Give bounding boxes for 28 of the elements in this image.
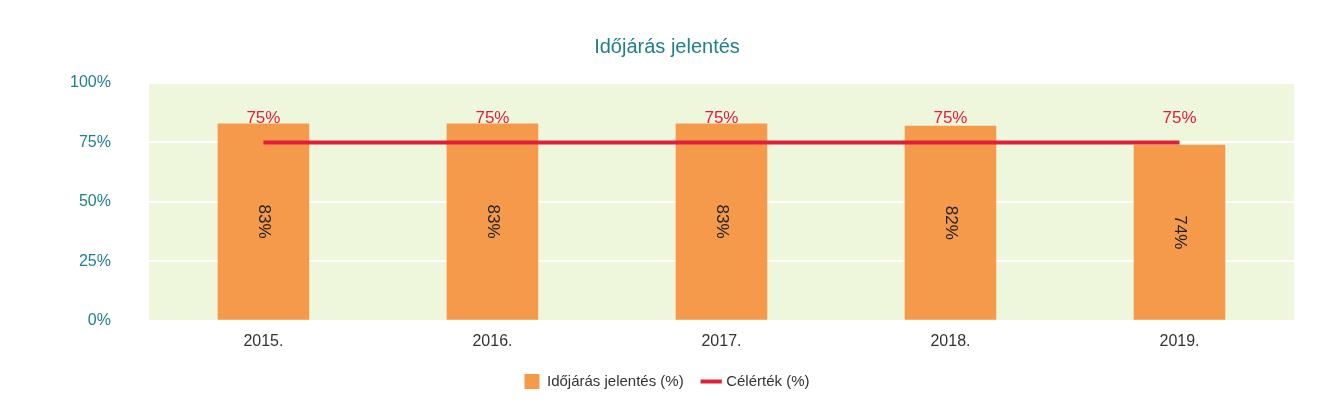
y-tick-label: 50% — [78, 192, 111, 210]
data-label: 75% — [933, 107, 968, 127]
data-label: 75% — [246, 107, 281, 127]
y-tick-label: 75% — [78, 132, 111, 150]
data-label: 75% — [704, 107, 739, 127]
y-tick-label: 100% — [70, 73, 111, 91]
bar — [446, 123, 539, 320]
x-tick-label: 2015. — [243, 331, 284, 349]
data-label: 82% — [941, 205, 961, 240]
chart-title: Időjárás jelentés — [594, 34, 740, 57]
bar — [1133, 144, 1226, 320]
data-label: 83% — [254, 204, 274, 239]
data-label: 75% — [1162, 107, 1197, 127]
y-tick-label: 25% — [78, 251, 111, 269]
data-label: 74% — [1170, 215, 1190, 250]
data-label: 83% — [483, 204, 503, 239]
y-tick-label: 0% — [87, 311, 111, 329]
x-tick-label: 2018. — [930, 331, 971, 349]
x-tick-label: 2017. — [701, 331, 742, 349]
x-tick-label: 2016. — [472, 331, 513, 349]
x-tick-label: 2019. — [1159, 331, 1200, 349]
bar — [217, 123, 310, 320]
data-label: 83% — [712, 204, 732, 239]
bar — [904, 125, 997, 320]
bar — [675, 123, 768, 320]
data-label: 75% — [475, 107, 510, 127]
legend-label: Célérték (%) — [726, 371, 810, 389]
legend-label: Időjárás jelentés (%) — [546, 371, 684, 389]
